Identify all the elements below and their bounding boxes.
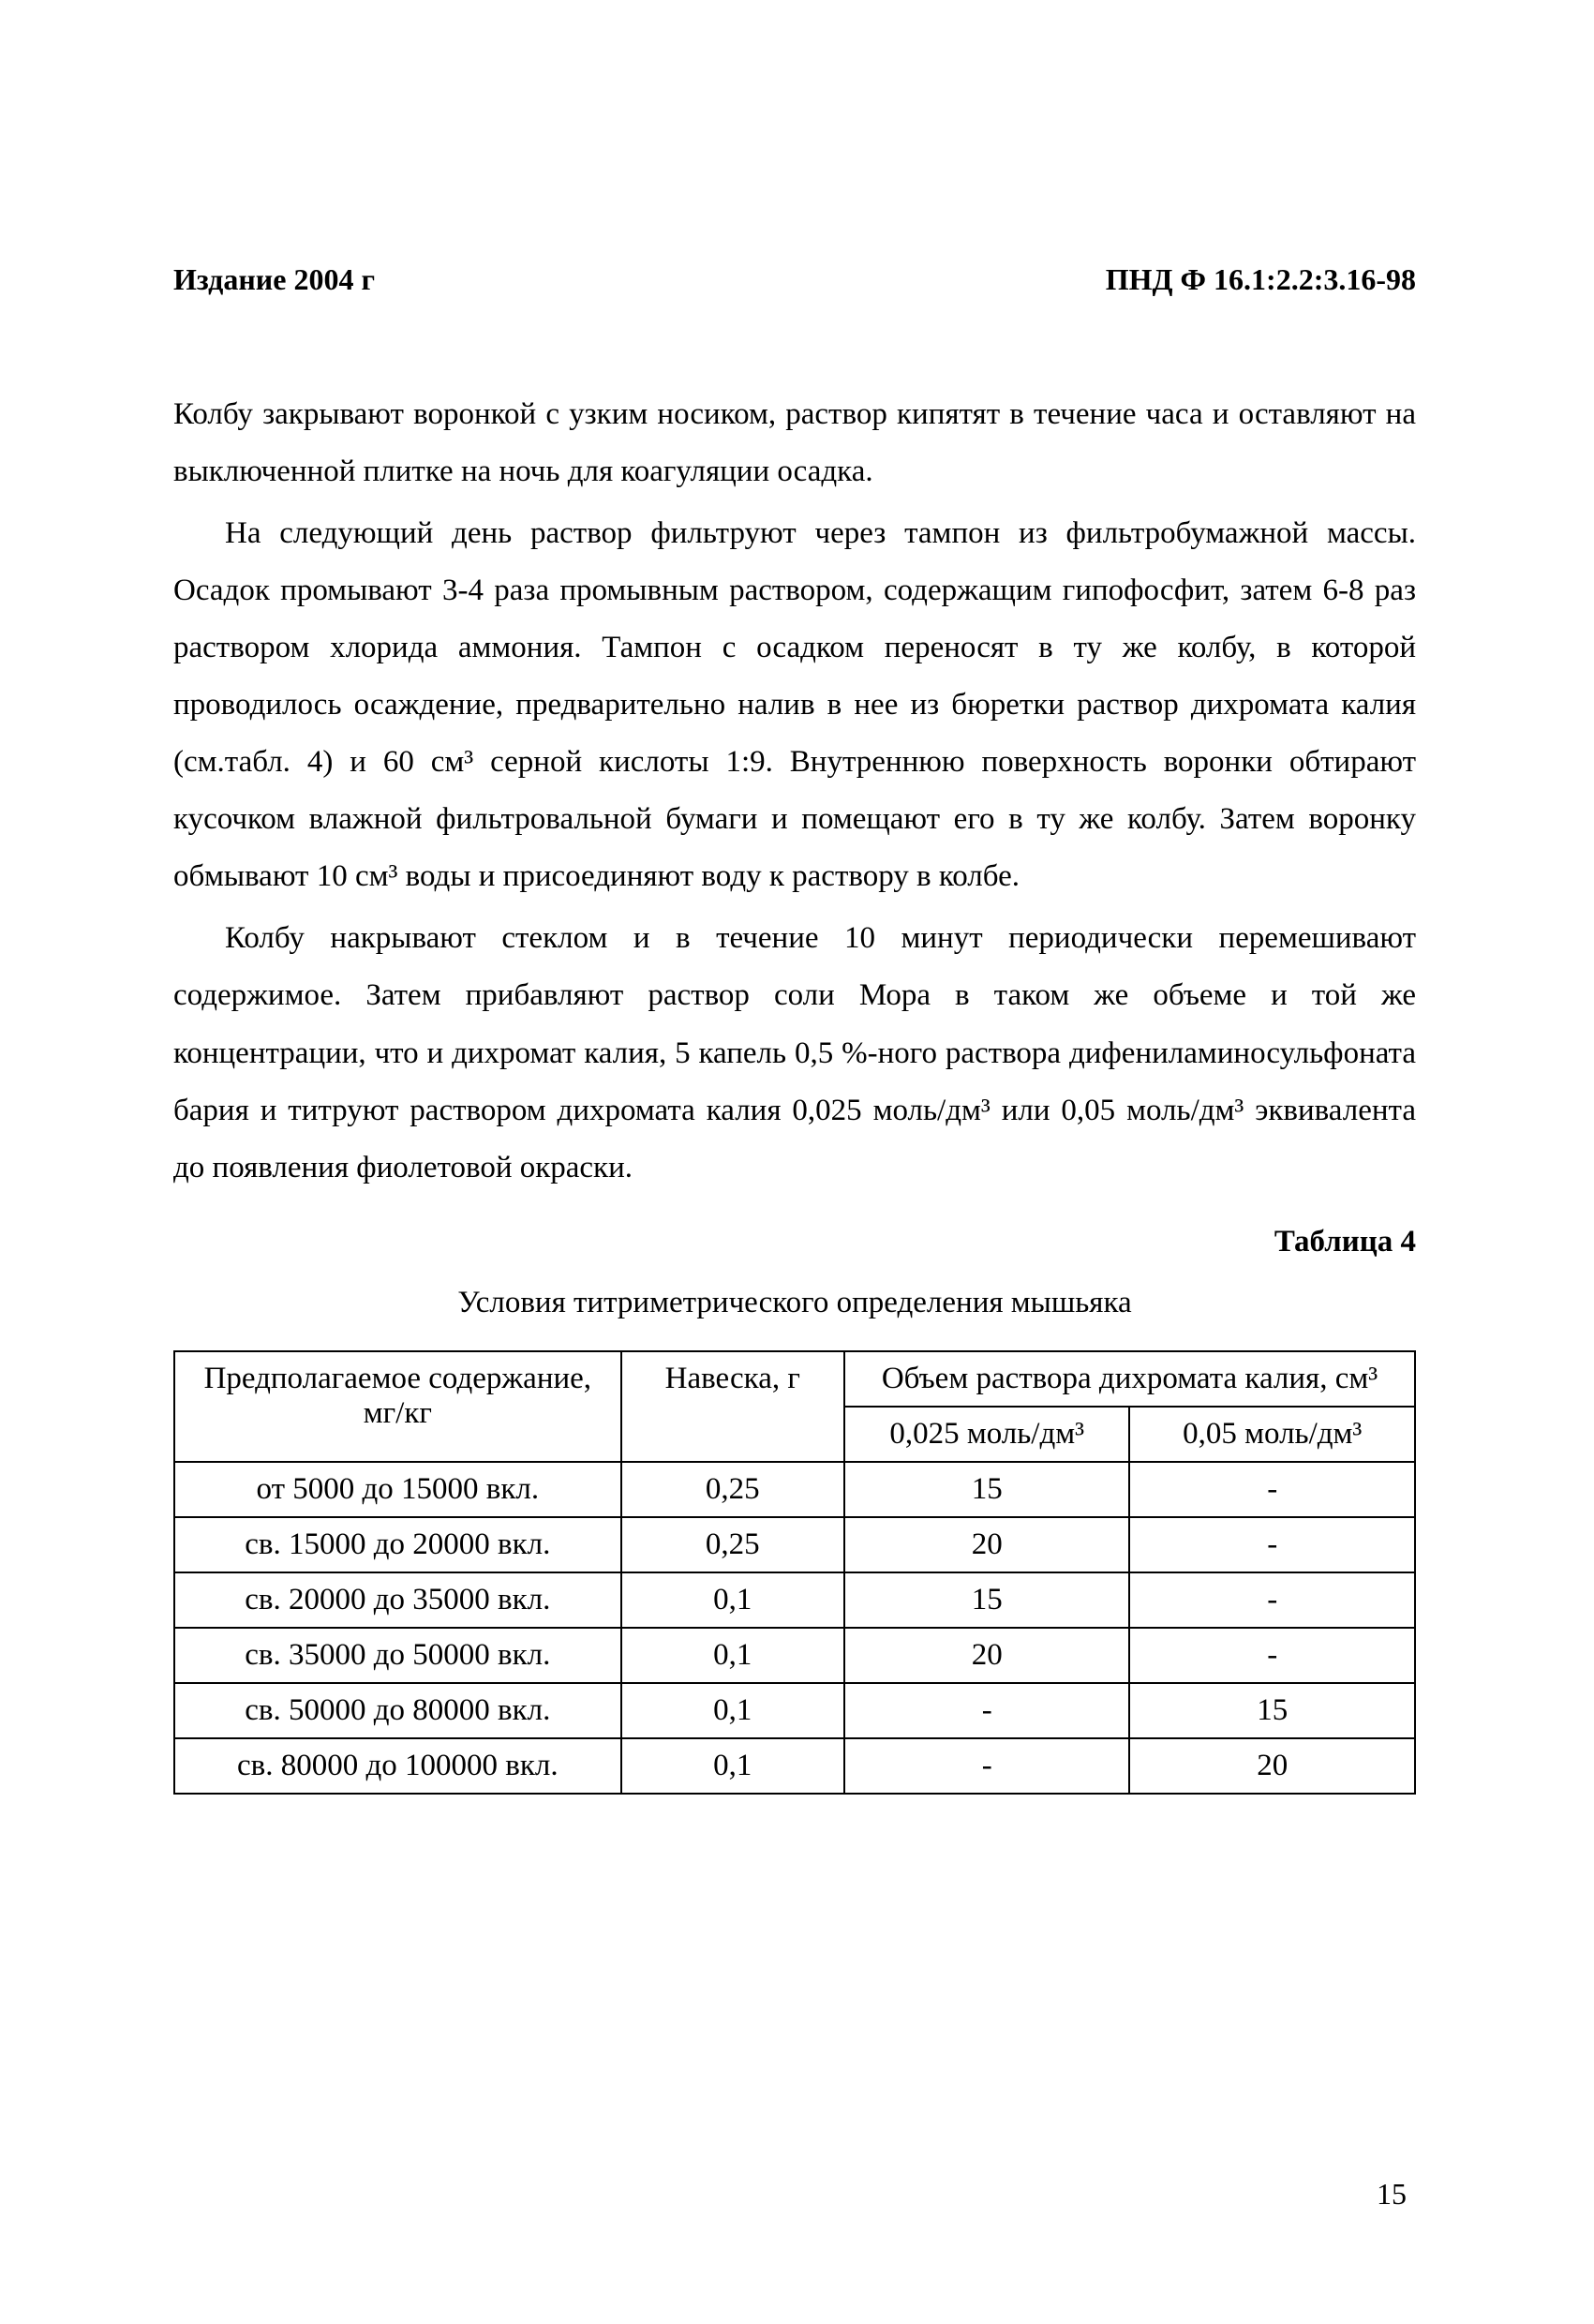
cell-c3: 15 bbox=[844, 1462, 1130, 1517]
table-caption: Условия титриметрического определения мы… bbox=[173, 1286, 1416, 1320]
header-col2: Навеска, г bbox=[621, 1351, 844, 1462]
paragraph-1: Колбу закрывают воронкой с узким носиком… bbox=[173, 386, 1416, 500]
cell-c2: 0,25 bbox=[621, 1517, 844, 1572]
cell-c2: 0,1 bbox=[621, 1738, 844, 1794]
paragraph-2: На следующий день раствор фильтруют чере… bbox=[173, 505, 1416, 905]
header-col4-sub: 0,05 моль/дм³ bbox=[1129, 1407, 1415, 1462]
table-row: св. 20000 до 35000 вкл. 0,1 15 - bbox=[174, 1572, 1415, 1628]
page-number: 15 bbox=[1377, 2177, 1407, 2212]
header-col3-sub: 0,025 моль/дм³ bbox=[844, 1407, 1130, 1462]
cell-c4: - bbox=[1129, 1628, 1415, 1683]
cell-c3: 20 bbox=[844, 1517, 1130, 1572]
cell-c1: св. 50000 до 80000 вкл. bbox=[174, 1683, 621, 1738]
cell-c3: 20 bbox=[844, 1628, 1130, 1683]
cell-c1: св. 15000 до 20000 вкл. bbox=[174, 1517, 621, 1572]
cell-c4: - bbox=[1129, 1462, 1415, 1517]
cell-c2: 0,1 bbox=[621, 1683, 844, 1738]
cell-c3: - bbox=[844, 1738, 1130, 1794]
cell-c1: св. 20000 до 35000 вкл. bbox=[174, 1572, 621, 1628]
cell-c4: - bbox=[1129, 1572, 1415, 1628]
cell-c4: - bbox=[1129, 1517, 1415, 1572]
table-row: св. 50000 до 80000 вкл. 0,1 - 15 bbox=[174, 1683, 1415, 1738]
cell-c2: 0,1 bbox=[621, 1572, 844, 1628]
cell-c1: св. 80000 до 100000 вкл. bbox=[174, 1738, 621, 1794]
cell-c2: 0,25 bbox=[621, 1462, 844, 1517]
cell-c2: 0,1 bbox=[621, 1628, 844, 1683]
cell-c4: 15 bbox=[1129, 1683, 1415, 1738]
cell-c1: св. 35000 до 50000 вкл. bbox=[174, 1628, 621, 1683]
header-col3-span: Объем раствора дихромата калия, см³ bbox=[844, 1351, 1415, 1407]
cell-c3: - bbox=[844, 1683, 1130, 1738]
cell-c1: от 5000 до 15000 вкл. bbox=[174, 1462, 621, 1517]
table-label: Таблица 4 bbox=[173, 1225, 1416, 1259]
table-row: св. 80000 до 100000 вкл. 0,1 - 20 bbox=[174, 1738, 1415, 1794]
cell-c4: 20 bbox=[1129, 1738, 1415, 1794]
table-row: от 5000 до 15000 вкл. 0,25 15 - bbox=[174, 1462, 1415, 1517]
table-row: св. 15000 до 20000 вкл. 0,25 20 - bbox=[174, 1517, 1415, 1572]
table-row: св. 35000 до 50000 вкл. 0,1 20 - bbox=[174, 1628, 1415, 1683]
header-doc-code: ПНД Ф 16.1:2.2:3.16-98 bbox=[1106, 262, 1416, 297]
page-header: Издание 2004 г ПНД Ф 16.1:2.2:3.16-98 bbox=[173, 262, 1416, 297]
paragraph-3: Колбу накрывают стеклом и в течение 10 м… bbox=[173, 910, 1416, 1196]
header-col1: Предполагаемое содержание, мг/кг bbox=[174, 1351, 621, 1462]
data-table: Предполагаемое содержание, мг/кг Навеска… bbox=[173, 1350, 1416, 1795]
header-edition: Издание 2004 г bbox=[173, 262, 375, 297]
cell-c3: 15 bbox=[844, 1572, 1130, 1628]
table-body: от 5000 до 15000 вкл. 0,25 15 - св. 1500… bbox=[174, 1462, 1415, 1794]
